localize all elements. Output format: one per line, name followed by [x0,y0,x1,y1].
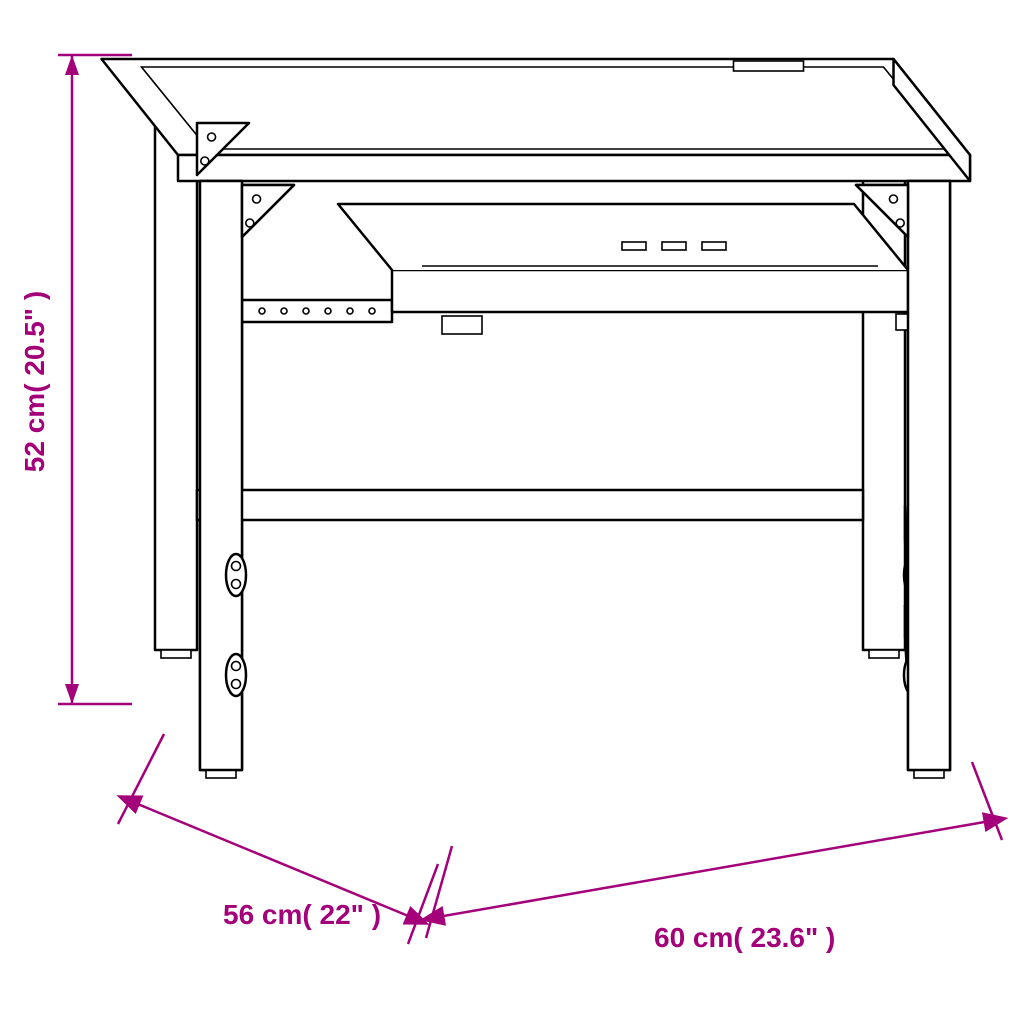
product-drawing [102,59,971,778]
dim-width-label: 60 cm( 23.6" ) [654,922,835,953]
dim-depth-label: 56 cm( 22" ) [223,899,381,930]
dim-height-label: 52 cm( 20.5" ) [19,291,50,472]
dimension-diagram: 52 cm( 20.5" ) 56 cm( 22" ) 60 cm( 23.6" ) [0,0,1024,1024]
